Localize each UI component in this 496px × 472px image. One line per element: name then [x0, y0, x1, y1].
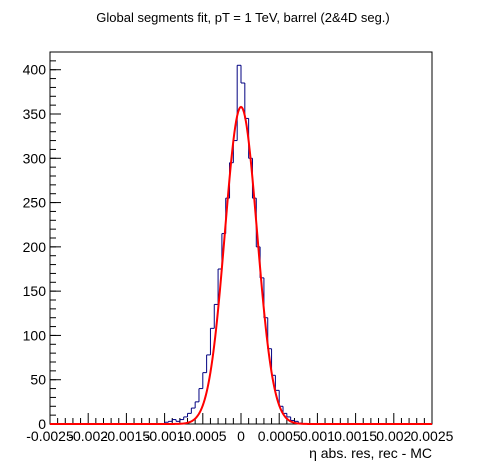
x-axis: -0.0025-0.002-0.0015-0.001-0.0005 0 0.0005… [26, 413, 454, 444]
x-tick-label: -0.002 [68, 428, 108, 444]
x-tick-label: -0.001 [145, 428, 185, 444]
x-axis-label: η abs. res, rec - MC [309, 445, 432, 461]
x-tick-label: -0.0005 [179, 428, 227, 444]
x-tick-label: 0.0025 [411, 428, 454, 444]
chart-title: Global segments fit, pT = 1 TeV, barrel … [96, 10, 390, 25]
x-tick-label: -0.0025 [26, 428, 74, 444]
y-tick-label: 150 [23, 283, 47, 299]
fit-curve [50, 105, 432, 425]
x-tick-label: 0.002 [376, 428, 411, 444]
x-tick-label: 0 [237, 428, 245, 444]
x-tick-label: -0.0015 [103, 428, 151, 444]
x-tick-label: 0.0005 [258, 428, 301, 444]
y-tick-label: 50 [30, 372, 46, 388]
y-tick-label: 350 [23, 106, 47, 122]
plot-area [50, 64, 432, 425]
x-tick-label: 0.001 [300, 428, 335, 444]
y-axis: 0 50 100 150 200 250 300 350 400 [23, 51, 61, 432]
y-tick-label: 0 [38, 416, 46, 432]
x-tick-label: 0.0015 [334, 428, 377, 444]
y-tick-label: 300 [23, 150, 47, 166]
y-tick-label: 200 [23, 239, 47, 255]
y-tick-label: 400 [23, 62, 47, 78]
y-tick-label: 100 [23, 327, 47, 343]
y-tick-label: 250 [23, 195, 47, 211]
